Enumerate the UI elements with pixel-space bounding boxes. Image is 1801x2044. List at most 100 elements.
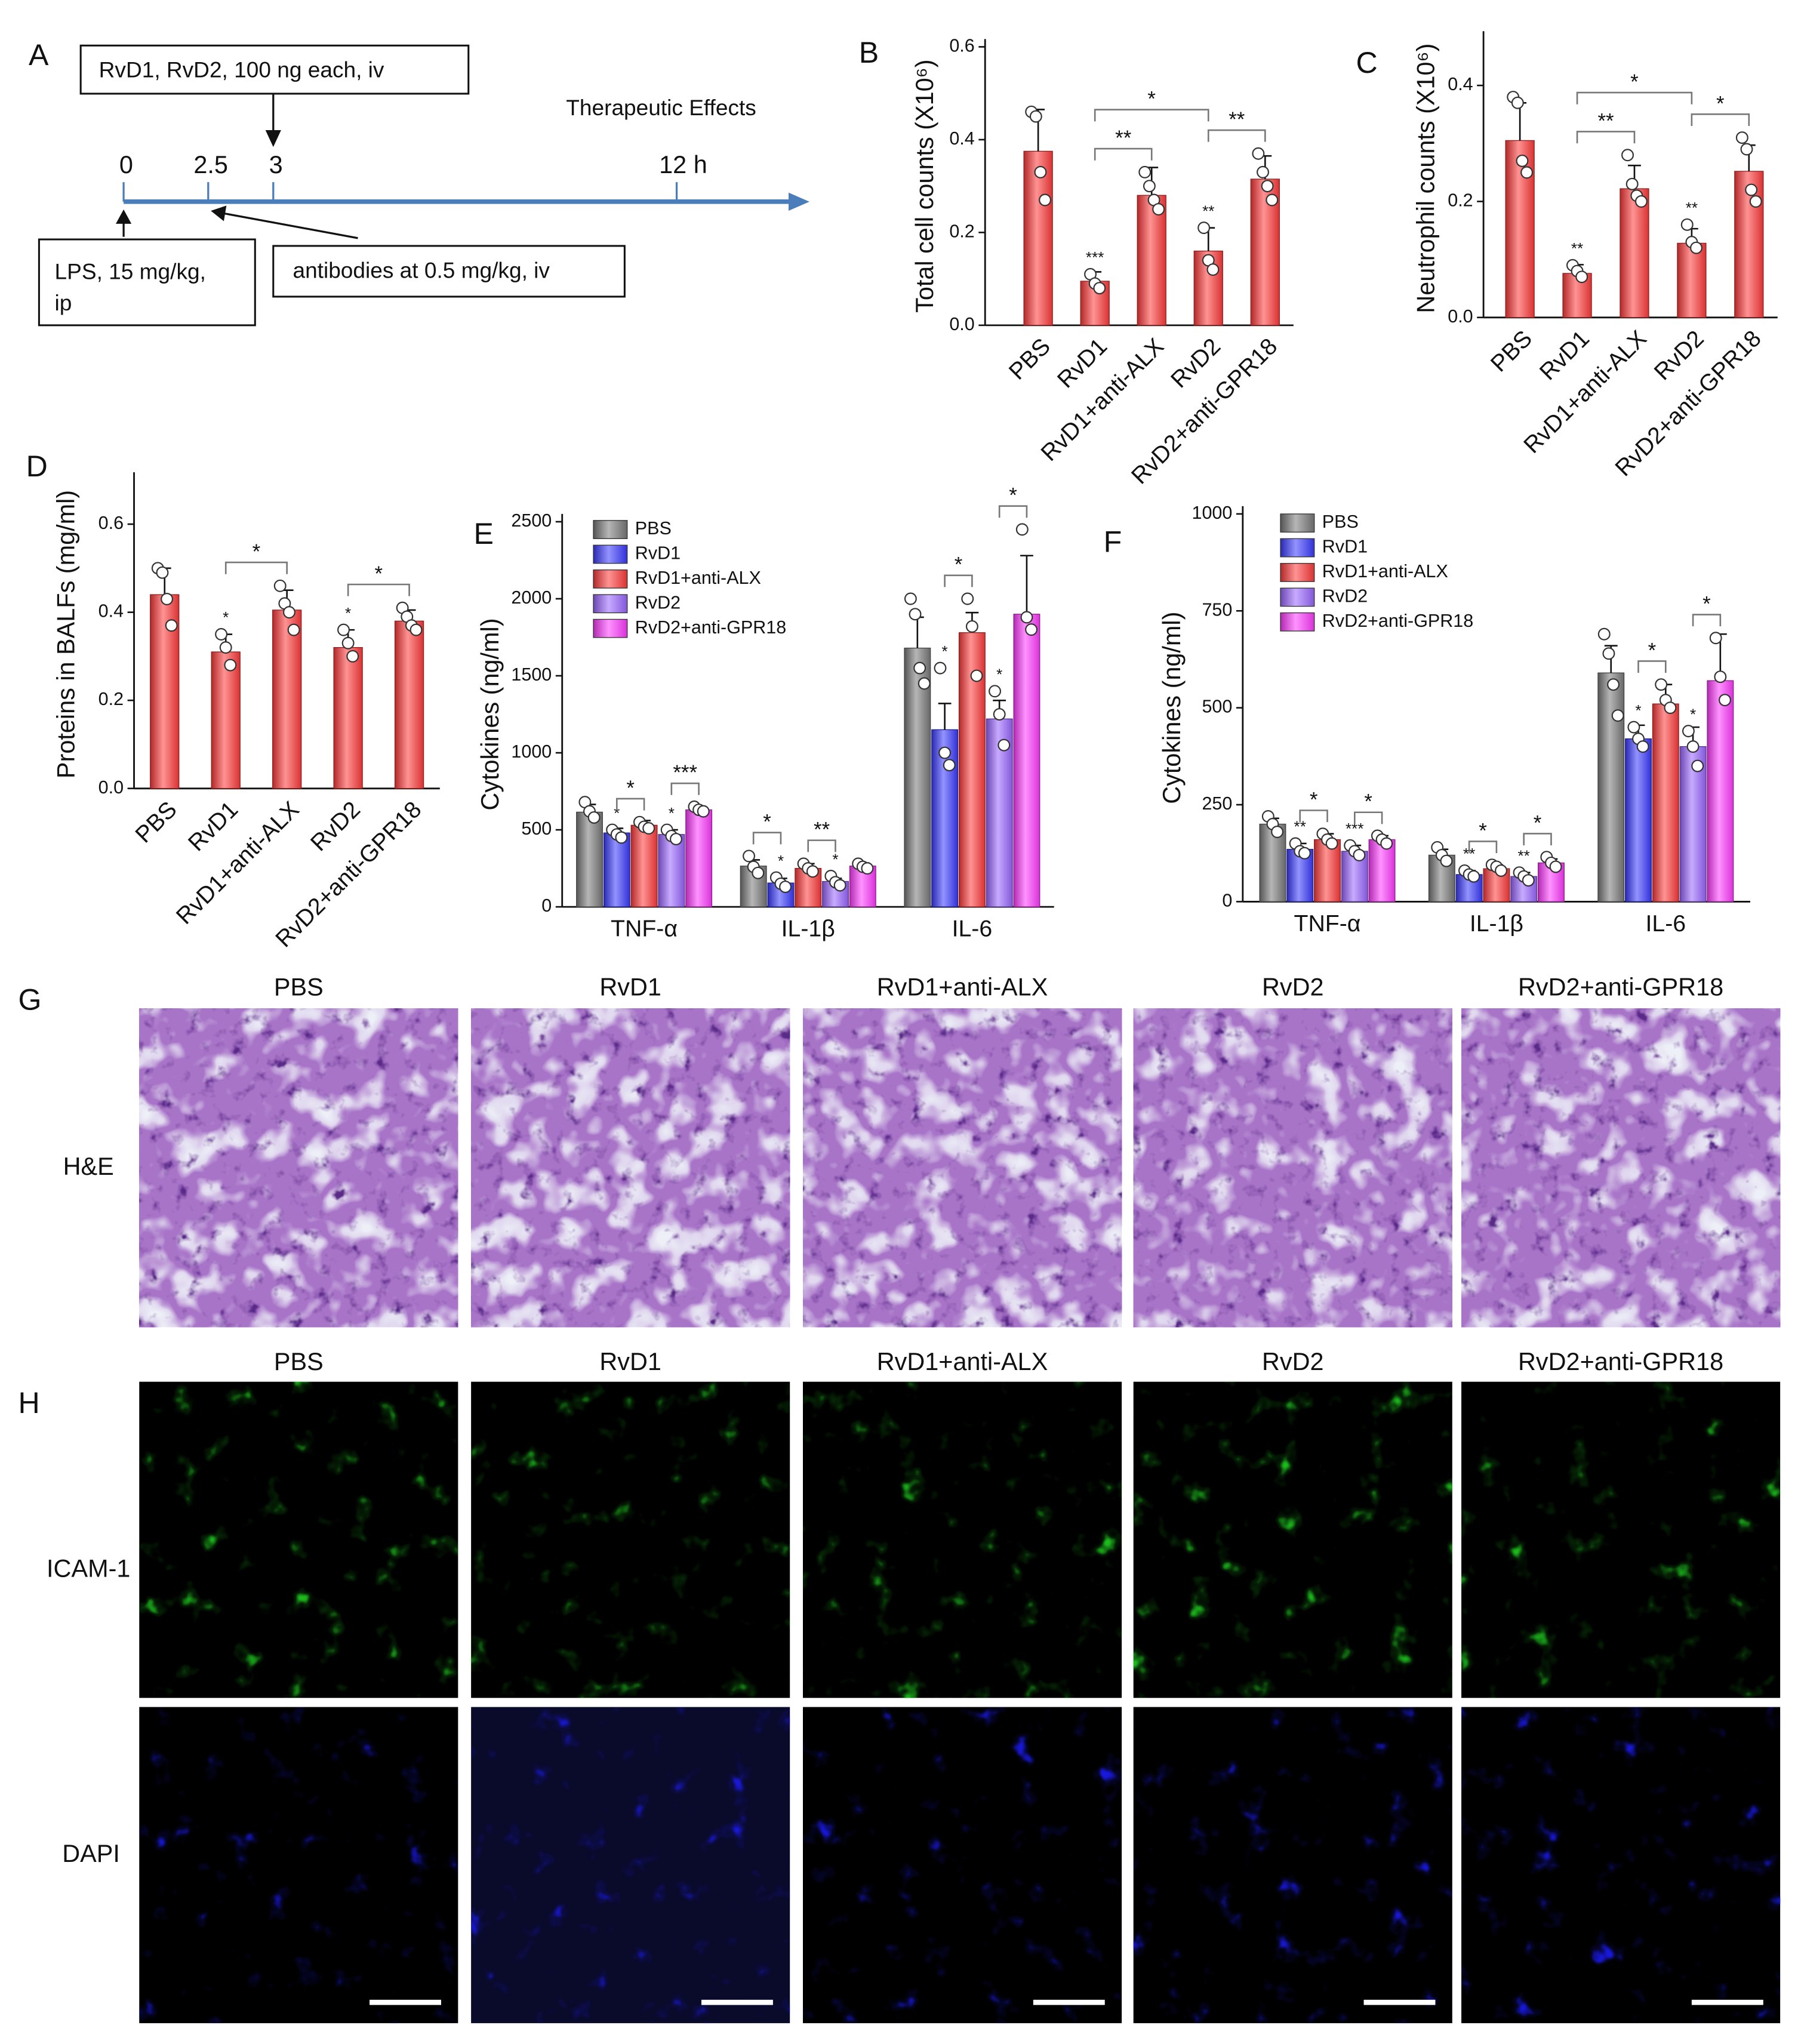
data-point — [1686, 740, 1700, 753]
y-tick-label: 0.2 — [98, 689, 124, 709]
y-tick-label: 0 — [1222, 890, 1232, 910]
significance-label: * — [1648, 639, 1657, 662]
x-tick-label: IL-6 — [952, 916, 993, 942]
legend-label: RvD1 — [1322, 537, 1368, 557]
data-point — [1611, 709, 1624, 722]
data-point — [1691, 759, 1704, 772]
significance-label: * — [253, 540, 261, 564]
legend-swatch — [1280, 513, 1315, 533]
significance-mark: * — [996, 666, 1002, 684]
data-point — [642, 822, 655, 835]
data-point — [161, 593, 174, 605]
significance-label: * — [763, 811, 771, 834]
legend-label: PBS — [1322, 512, 1359, 532]
bar — [685, 809, 713, 907]
significance-bracket — [1299, 809, 1328, 823]
data-point — [1625, 177, 1639, 190]
data-point — [337, 623, 350, 636]
legend-swatch — [1280, 587, 1315, 607]
significance-mark: * — [778, 852, 784, 870]
data-point — [1380, 837, 1393, 850]
significance-bracket — [1094, 109, 1209, 122]
scale-bar — [370, 1999, 441, 2005]
bar — [1707, 680, 1734, 903]
data-point — [1680, 218, 1694, 231]
significance-mark: * — [1635, 701, 1641, 719]
legend-label: RvD1+anti-ALX — [1322, 561, 1448, 581]
data-point — [1549, 860, 1562, 873]
significance-label: * — [1310, 788, 1318, 811]
y-tick-label: 0.6 — [949, 36, 974, 56]
column-label: RvD1+anti-ALX — [877, 973, 1048, 1001]
bar — [1137, 195, 1166, 326]
bar — [1314, 839, 1341, 903]
panel-label: C — [1356, 46, 1377, 79]
y-tick-label: 750 — [1202, 599, 1232, 620]
outcome-text: Therapeutic Effects — [566, 95, 756, 120]
significance-label: ** — [1115, 127, 1132, 150]
scale-bar — [1363, 1999, 1436, 2005]
legend-label: RvD1+anti-ALX — [635, 568, 761, 588]
y-tick-label: 0.2 — [1448, 190, 1473, 211]
legend-swatch — [593, 544, 628, 564]
bar — [394, 620, 424, 789]
data-point — [998, 738, 1011, 752]
bar — [333, 647, 363, 789]
data-point — [283, 606, 295, 619]
significance-bracket — [1523, 833, 1552, 846]
bar — [1597, 672, 1625, 903]
significance-mark: ** — [1686, 199, 1698, 217]
data-point — [1093, 282, 1106, 295]
data-point — [341, 636, 355, 649]
data-point — [1636, 740, 1649, 753]
column-label: RvD2+anti-GPR18 — [1518, 973, 1723, 1001]
y-tick-label: 0.4 — [949, 128, 974, 149]
data-point — [1602, 647, 1615, 660]
significance-bracket — [1353, 811, 1383, 824]
x-tick-label: PBS — [1485, 325, 1537, 377]
data-point — [918, 677, 931, 690]
significance-label: * — [1364, 790, 1372, 814]
data-point — [224, 658, 237, 672]
significance-bracket — [347, 583, 410, 596]
data-point — [587, 811, 601, 824]
data-point — [1440, 854, 1453, 867]
data-point — [743, 849, 756, 863]
significance-mark: * — [614, 804, 620, 822]
column-label: PBS — [274, 1348, 324, 1375]
panel-label: H — [19, 1386, 40, 1420]
significance-label: * — [1534, 811, 1542, 835]
y-tick-label: 1000 — [1192, 503, 1233, 523]
data-point — [909, 608, 922, 621]
significance-mark: * — [223, 608, 229, 626]
data-point — [1034, 165, 1047, 178]
injection-text: RvD1, RvD2, 100 ng each, iv — [99, 57, 384, 82]
significance-bracket — [1691, 113, 1750, 126]
arrow — [223, 212, 358, 239]
significance-bracket — [1576, 131, 1636, 144]
data-point — [1621, 149, 1634, 162]
significance-bracket — [944, 574, 973, 587]
panel-label: D — [26, 450, 48, 483]
data-point — [993, 708, 1006, 721]
significance-label: * — [626, 777, 635, 800]
data-point — [1511, 96, 1524, 109]
bar — [576, 811, 603, 907]
data-point — [1257, 165, 1269, 178]
significance-label: ** — [1597, 109, 1614, 133]
significance-mark: * — [832, 850, 838, 868]
data-point — [833, 879, 846, 892]
data-point — [1143, 180, 1156, 193]
significance-bracket — [807, 839, 836, 852]
data-point — [943, 759, 956, 772]
significance-bracket — [752, 832, 782, 845]
y-tick-label: 1500 — [511, 664, 552, 685]
data-point — [1252, 147, 1265, 160]
y-axis-label: Neutrophil counts (X10⁶) — [1412, 44, 1439, 313]
bar — [1013, 614, 1040, 907]
y-tick-label: 0.0 — [949, 314, 974, 334]
data-point — [1197, 221, 1211, 235]
bar — [986, 718, 1013, 907]
arrow-head — [211, 205, 227, 221]
